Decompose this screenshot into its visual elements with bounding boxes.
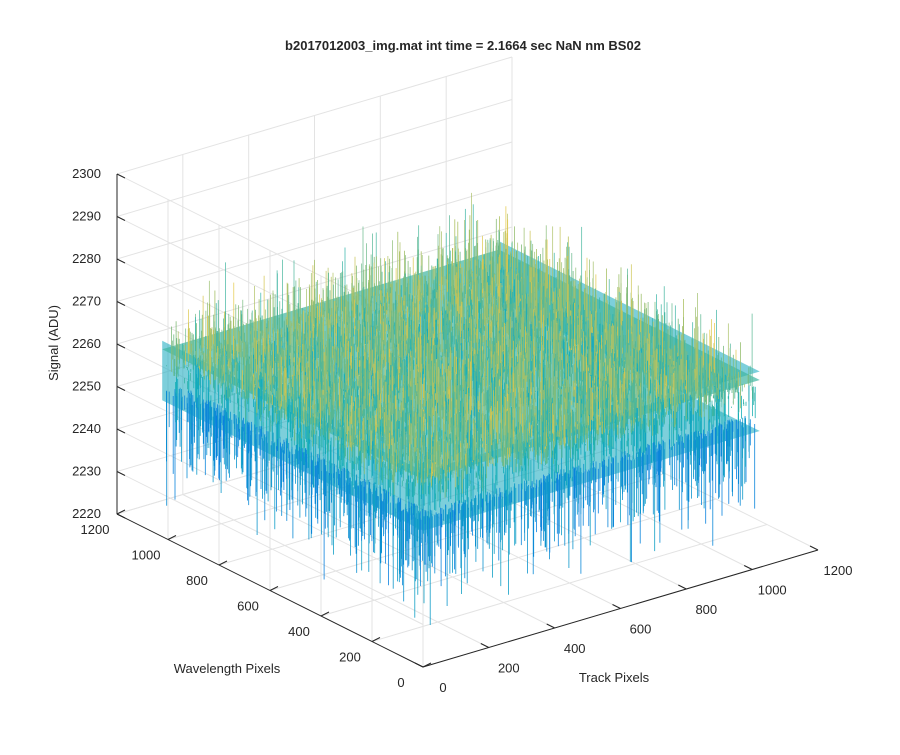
surface-layer [162,193,760,625]
